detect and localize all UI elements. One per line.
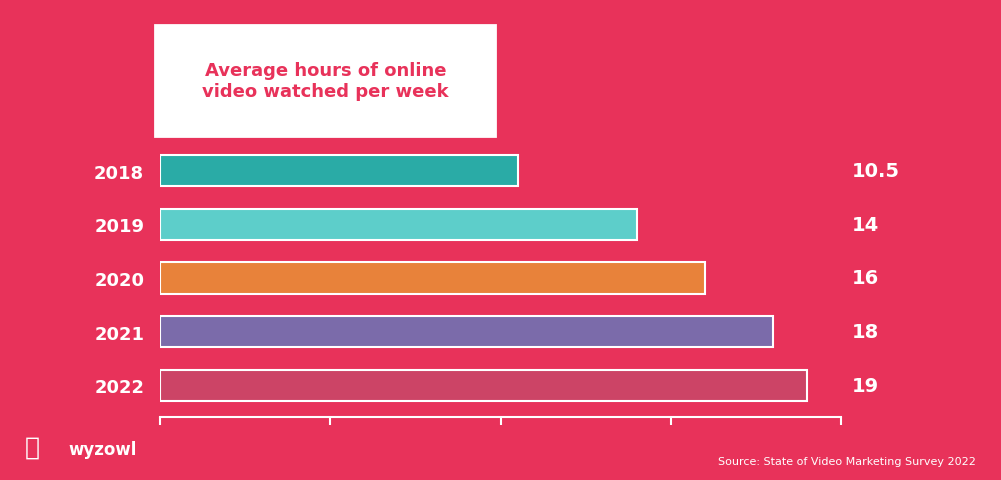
Text: 19: 19 (852, 376, 879, 395)
Text: 10.5: 10.5 (852, 162, 900, 181)
Text: Source: State of Video Marketing Survey 2022: Source: State of Video Marketing Survey … (718, 456, 976, 466)
Text: wyzowl: wyzowl (68, 441, 136, 458)
Bar (160, 370, 807, 401)
Text: 14: 14 (852, 216, 879, 234)
Bar (160, 263, 705, 294)
Text: Average hours of online
video watched per week: Average hours of online video watched pe… (202, 62, 448, 101)
Bar (160, 156, 518, 187)
Text: 16: 16 (852, 269, 879, 288)
Text: Ⓜ: Ⓜ (25, 434, 40, 458)
Bar (160, 209, 637, 240)
Text: 18: 18 (852, 323, 879, 341)
Bar (160, 316, 773, 348)
